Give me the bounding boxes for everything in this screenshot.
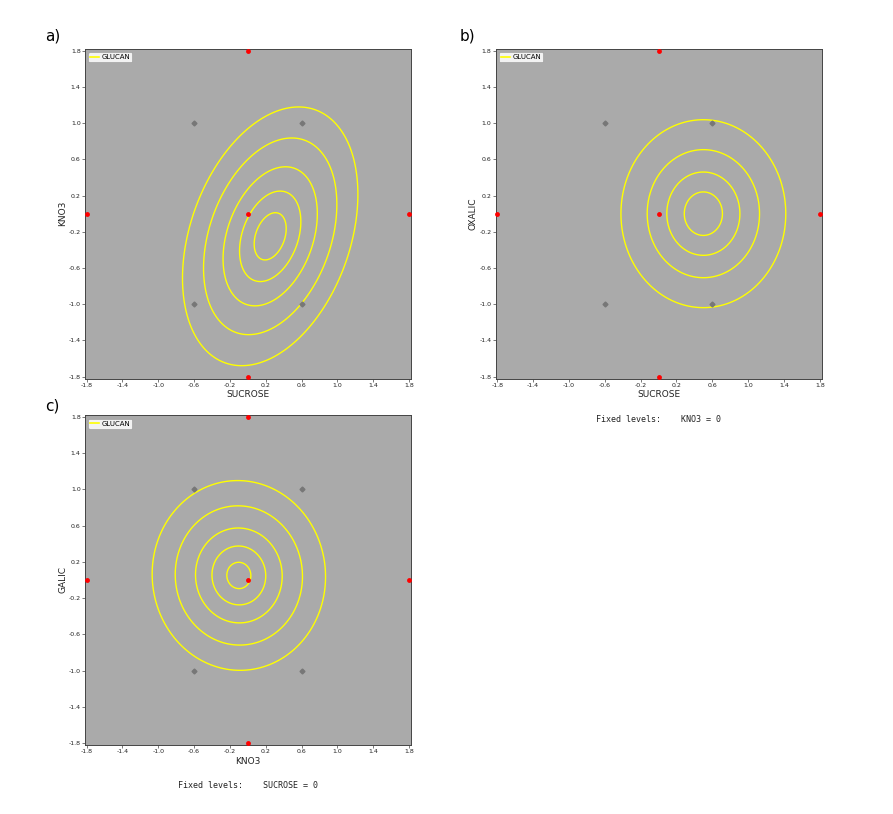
- Text: Fixed levels:    KNO3 = 0: Fixed levels: KNO3 = 0: [597, 415, 721, 424]
- X-axis label: SUCROSE: SUCROSE: [226, 391, 270, 400]
- Text: c): c): [45, 399, 59, 414]
- X-axis label: KNO3: KNO3: [235, 757, 261, 766]
- Text: Fixed levels:    OXALIC = 0: Fixed levels: OXALIC = 0: [180, 415, 315, 424]
- Legend: GLUCAN: GLUCAN: [88, 52, 132, 63]
- Y-axis label: OXALIC: OXALIC: [469, 198, 478, 230]
- Legend: GLUCAN: GLUCAN: [88, 418, 132, 429]
- Y-axis label: KNO3: KNO3: [58, 201, 67, 226]
- Y-axis label: GALIC: GALIC: [58, 567, 67, 593]
- Text: a): a): [45, 28, 60, 43]
- Legend: GLUCAN: GLUCAN: [499, 52, 543, 63]
- X-axis label: SUCROSE: SUCROSE: [637, 391, 680, 400]
- Text: b): b): [460, 28, 475, 43]
- Text: Fixed levels:    SUCROSE = 0: Fixed levels: SUCROSE = 0: [178, 781, 318, 790]
